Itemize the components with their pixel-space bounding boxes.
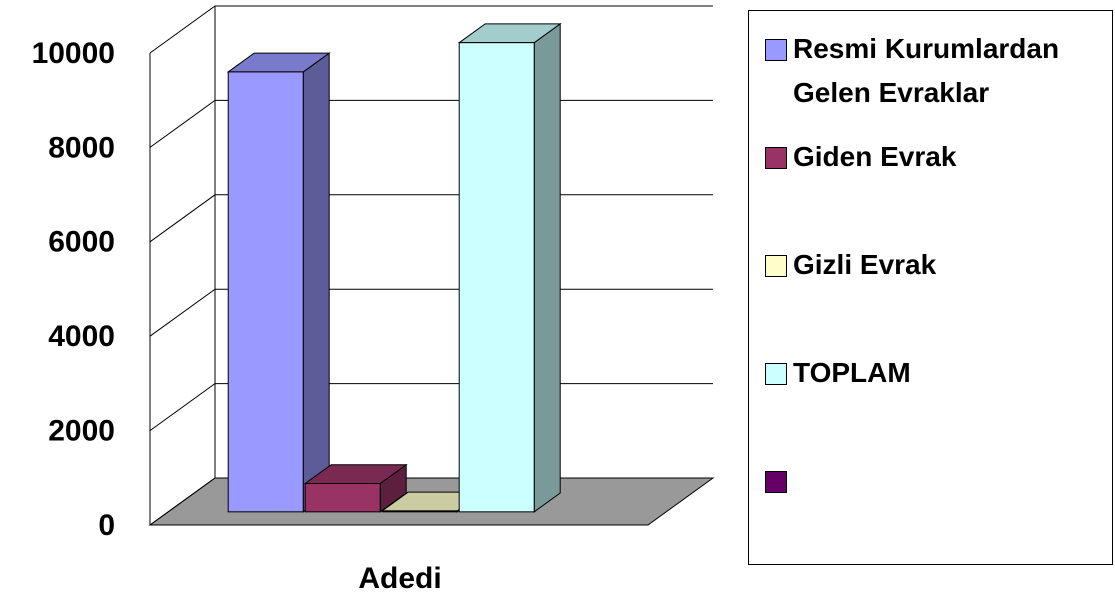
legend-entry: Gizli Evrak (765, 243, 1105, 287)
legend-swatch (765, 255, 787, 277)
y-tick-label: 2000 (48, 415, 115, 448)
legend-entry: Resmi Kurumlardan Gelen Evraklar (765, 27, 1105, 115)
legend-entry: TOPLAM (765, 351, 1105, 395)
bar (381, 510, 458, 513)
bar-side (533, 22, 561, 513)
legend-label: TOPLAM (793, 357, 911, 388)
legend-entry (765, 459, 1105, 493)
legend-label: Resmi Kurumlardan Gelen Evraklar (793, 33, 1060, 108)
grid-line (149, 5, 713, 54)
y-tick-label: 6000 (48, 226, 115, 259)
y-tick-label: 0 (98, 509, 115, 542)
legend: Resmi Kurumlardan Gelen Evraklar Giden Ev… (748, 10, 1113, 565)
bar (458, 42, 535, 513)
legend-swatch (765, 363, 787, 385)
bar-side (302, 52, 330, 513)
legend-entry: Giden Evrak (765, 135, 1105, 179)
legend-swatch (765, 39, 787, 61)
legend-label: Gizli Evrak (793, 249, 937, 280)
y-tick-label: 8000 (48, 131, 115, 164)
y-tick-label: 10000 (32, 37, 115, 70)
bar (304, 483, 381, 513)
legend-swatch (765, 471, 787, 493)
legend-label: Giden Evrak (793, 141, 957, 172)
y-tick-label: 4000 (48, 320, 115, 353)
legend-swatch (765, 147, 787, 169)
x-category-label: Adedi (358, 562, 441, 595)
bar (227, 71, 304, 513)
